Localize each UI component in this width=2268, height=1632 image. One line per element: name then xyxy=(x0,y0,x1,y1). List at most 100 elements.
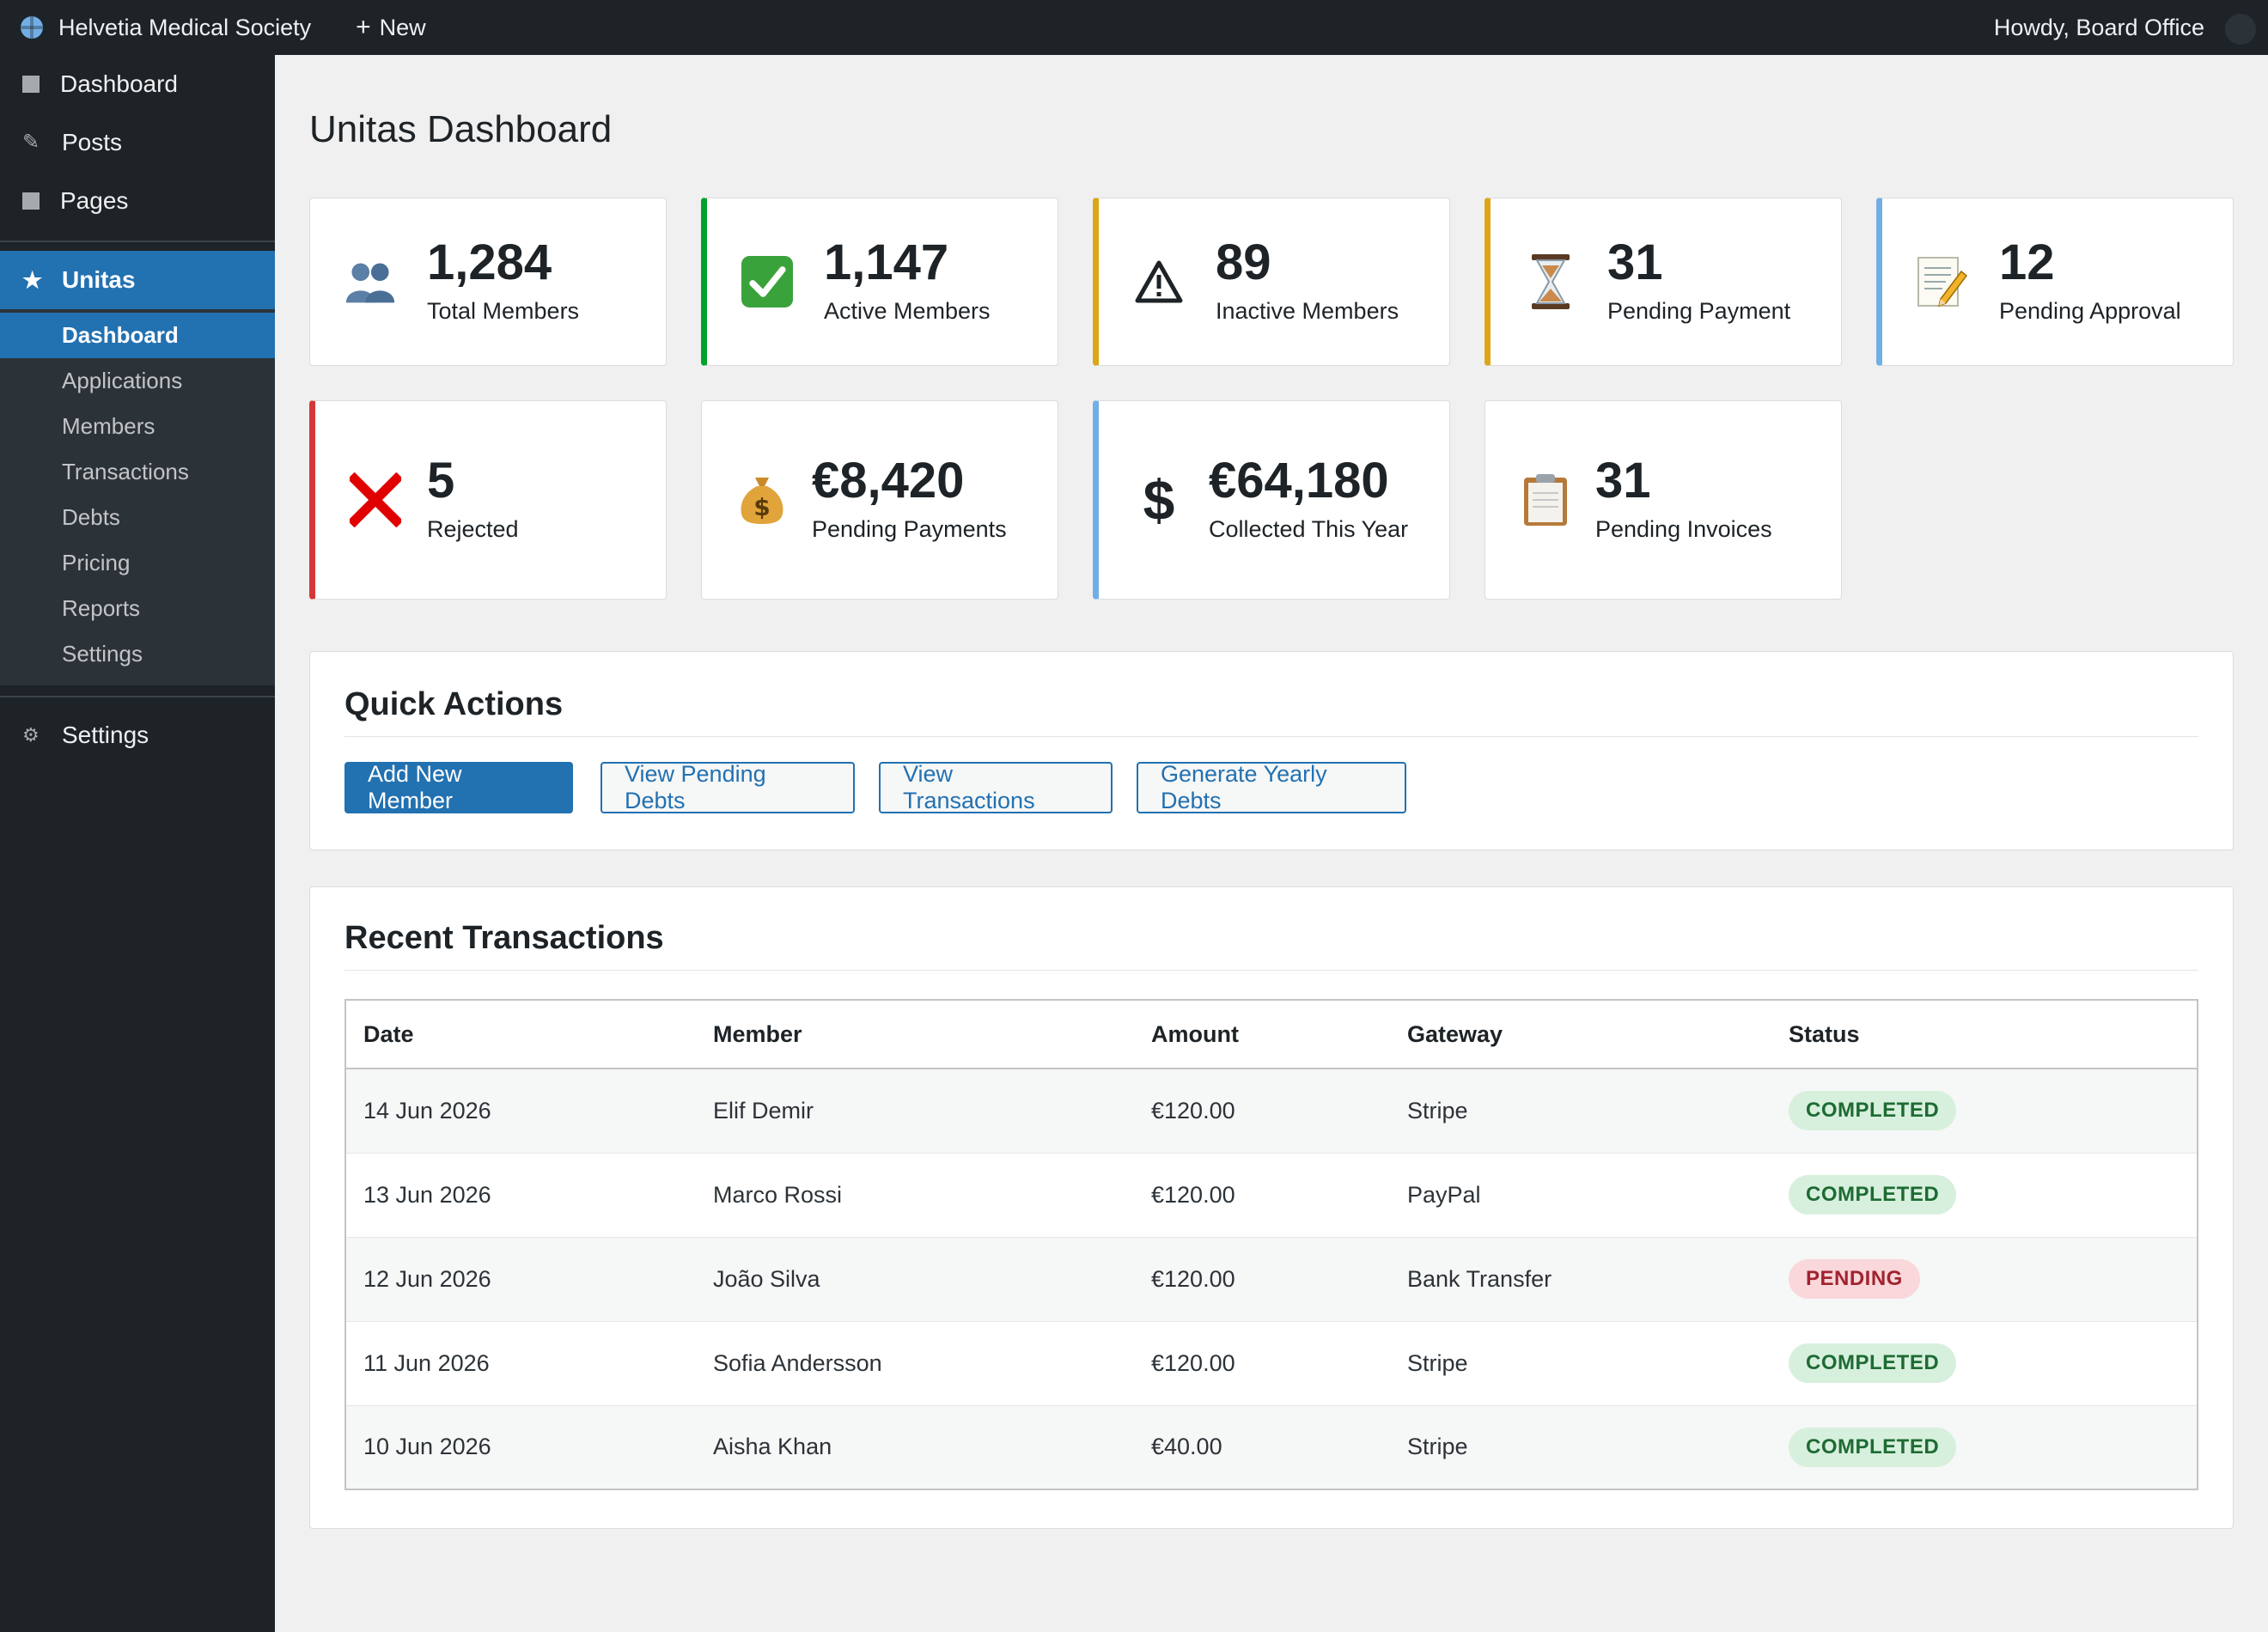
status-badge: COMPLETED xyxy=(1789,1175,1957,1215)
members-icon xyxy=(344,256,396,308)
dashboard-icon xyxy=(22,76,40,93)
sidebar-item-posts[interactable]: ✎ Posts xyxy=(0,113,275,172)
cell-date: 12 Jun 2026 xyxy=(345,1237,696,1322)
memo-icon xyxy=(1917,256,1968,308)
stat-card-pending-payment: 31 Pending Payment xyxy=(1485,198,1842,366)
cell-date: 11 Jun 2026 xyxy=(345,1321,696,1406)
cell-member: Aisha Khan xyxy=(696,1405,1134,1490)
status-badge: COMPLETED xyxy=(1789,1091,1957,1131)
stat-value: €8,420 xyxy=(812,452,965,508)
submenu-item-debts[interactable]: Debts xyxy=(62,504,120,530)
cell-date: 14 Jun 2026 xyxy=(345,1069,696,1154)
view-transactions-button[interactable]: View Transactions xyxy=(879,761,1113,813)
stat-value: 31 xyxy=(1595,452,1651,508)
cell-status: PENDING xyxy=(1771,1237,2198,1322)
table-row[interactable]: 10 Jun 2026 Aisha Khan €40.00 Stripe COM… xyxy=(345,1405,2198,1490)
divider xyxy=(344,736,2198,737)
stat-label: Pending Payment xyxy=(1607,298,1791,325)
stat-label: Rejected xyxy=(427,516,519,543)
transactions-table: Date Member Amount Gateway Status 14 Jun… xyxy=(344,999,2198,1490)
recent-transactions-panel: Recent Transactions Date Member Amount G… xyxy=(309,886,2234,1529)
admin-sidebar: Dashboard ✎ Posts Pages ★ Unitas Dashboa… xyxy=(0,55,275,1632)
stat-card-pending-approval: 12 Pending Approval xyxy=(1876,198,2234,366)
sidebar-item-label: Pages xyxy=(60,187,129,214)
recent-transactions-title: Recent Transactions xyxy=(344,920,664,956)
stat-card-total-members: 1,284 Total Members xyxy=(309,198,667,366)
submenu-item-applications[interactable]: Applications xyxy=(62,368,183,393)
table-header-row: Date Member Amount Gateway Status xyxy=(345,1000,2198,1069)
new-content-button[interactable]: + New xyxy=(356,13,426,42)
stat-value: 12 xyxy=(1999,234,2055,290)
cell-status: COMPLETED xyxy=(1771,1069,2198,1154)
submenu-item-reports[interactable]: Reports xyxy=(62,595,141,621)
cell-member: João Silva xyxy=(696,1237,1134,1322)
stat-value: 1,284 xyxy=(427,234,552,290)
stat-value: 89 xyxy=(1216,234,1271,290)
plus-icon: + xyxy=(356,13,371,41)
submenu-item-dashboard[interactable]: Dashboard xyxy=(0,313,275,358)
avatar[interactable] xyxy=(2225,14,2256,45)
cell-date: 13 Jun 2026 xyxy=(345,1153,696,1238)
table-row[interactable]: 14 Jun 2026 Elif Demir €120.00 Stripe CO… xyxy=(345,1069,2198,1154)
stat-value: 1,147 xyxy=(824,234,949,290)
submenu-item-members[interactable]: Members xyxy=(62,413,155,439)
warning-icon xyxy=(1133,256,1185,308)
generate-yearly-debts-button[interactable]: Generate Yearly Debts xyxy=(1137,761,1406,813)
star-icon: ★ xyxy=(22,267,43,293)
view-pending-debts-button[interactable]: View Pending Debts xyxy=(601,761,855,813)
table-row[interactable]: 11 Jun 2026 Sofia Andersson €120.00 Stri… xyxy=(345,1321,2198,1406)
add-new-member-button[interactable]: Add New Member xyxy=(344,761,573,813)
submenu-item-settings[interactable]: Settings xyxy=(62,641,143,667)
table-row[interactable]: 13 Jun 2026 Marco Rossi €120.00 PayPal C… xyxy=(345,1153,2198,1238)
money-bag-icon: $ xyxy=(736,474,788,526)
cell-status: COMPLETED xyxy=(1771,1153,2198,1238)
sidebar-item-label: Dashboard xyxy=(60,70,178,97)
page-icon xyxy=(22,192,40,210)
cell-member: Elif Demir xyxy=(696,1069,1134,1154)
stat-label: Inactive Members xyxy=(1216,298,1399,325)
stat-value: €64,180 xyxy=(1209,452,1389,508)
admin-bar: Helvetia Medical Society + New Howdy, Bo… xyxy=(0,0,2268,55)
site-name-link[interactable]: Helvetia Medical Society xyxy=(21,15,311,41)
column-header-gateway[interactable]: Gateway xyxy=(1390,1000,1771,1069)
sidebar-item-pages[interactable]: Pages xyxy=(0,172,275,230)
cell-date: 10 Jun 2026 xyxy=(345,1405,696,1490)
sidebar-item-label: Posts xyxy=(62,129,123,155)
column-header-date[interactable]: Date xyxy=(345,1000,696,1069)
sidebar-separator xyxy=(0,696,275,697)
sidebar-item-settings[interactable]: ⚙ Settings xyxy=(0,706,275,764)
stat-value: 31 xyxy=(1607,234,1663,290)
checkmark-icon xyxy=(741,256,793,308)
globe-icon xyxy=(21,16,43,39)
column-header-member[interactable]: Member xyxy=(696,1000,1134,1069)
submenu-item-pricing[interactable]: Pricing xyxy=(62,550,131,575)
cell-amount: €120.00 xyxy=(1134,1069,1390,1154)
stat-card-active-members: 1,147 Active Members xyxy=(701,198,1058,366)
cell-gateway: Bank Transfer xyxy=(1390,1237,1771,1322)
table-row[interactable]: 12 Jun 2026 João Silva €120.00 Bank Tran… xyxy=(345,1237,2198,1322)
stat-card-pending-payments: $ €8,420 Pending Payments xyxy=(701,400,1058,600)
cell-amount: €120.00 xyxy=(1134,1153,1390,1238)
user-greeting[interactable]: Howdy, Board Office xyxy=(1993,14,2204,40)
dollar-icon: $ xyxy=(1143,468,1175,532)
sidebar-item-label: Settings xyxy=(62,722,149,748)
sidebar-item-dashboard[interactable]: Dashboard xyxy=(0,55,275,113)
clipboard-icon xyxy=(1520,474,1571,526)
cell-gateway: Stripe xyxy=(1390,1321,1771,1406)
pin-icon: ✎ xyxy=(22,131,40,154)
column-header-status[interactable]: Status xyxy=(1771,1000,2198,1069)
stat-label: Active Members xyxy=(824,298,991,325)
cell-amount: €120.00 xyxy=(1134,1237,1390,1322)
submenu-item-transactions[interactable]: Transactions xyxy=(62,459,189,484)
column-header-amount[interactable]: Amount xyxy=(1134,1000,1390,1069)
sidebar-item-label: Unitas xyxy=(62,266,136,293)
sidebar-item-unitas[interactable]: ★ Unitas xyxy=(0,251,275,309)
quick-actions-panel: Quick Actions Add New Member View Pendin… xyxy=(309,651,2234,850)
divider xyxy=(344,970,2198,971)
stat-label: Collected This Year xyxy=(1209,516,1409,543)
new-label: New xyxy=(379,14,426,40)
cell-gateway: PayPal xyxy=(1390,1153,1771,1238)
cell-member: Sofia Andersson xyxy=(696,1321,1134,1406)
site-name: Helvetia Medical Society xyxy=(58,14,312,40)
stat-label: Total Members xyxy=(427,298,580,325)
